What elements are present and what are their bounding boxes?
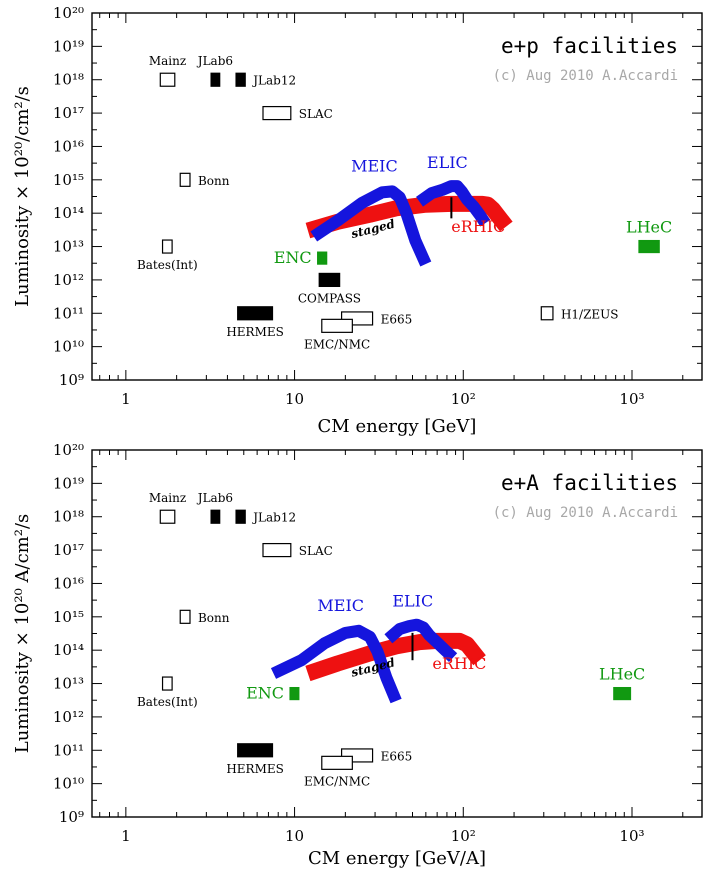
x-tick-label: 1 [121, 827, 131, 845]
bonn-label: Bonn [198, 174, 230, 188]
jlab12-box [235, 509, 246, 524]
elic-curve [384, 618, 458, 663]
ep-facilities-panel: 1 10 10² 10³ 10⁹ 10¹⁰ 10¹¹ 10¹² 10¹³ 10¹⁴ 10¹⁵ 10¹⁶… [12, 4, 703, 437]
slac-label: SLAC [299, 544, 333, 558]
y-tick-label: 10¹⁴ [53, 641, 84, 659]
y-tick-label: 10¹⁵ [53, 608, 84, 626]
bonn-box [179, 609, 191, 624]
y-tick-label: 10²⁰ [53, 441, 84, 459]
compass-box [318, 272, 341, 288]
enc-label: ENC [246, 684, 284, 703]
y-tick-label: 10¹¹ [53, 304, 84, 322]
y-tick-label: 10¹⁷ [53, 104, 84, 122]
enc-box [289, 686, 300, 701]
y-tick-label: 10¹⁷ [53, 541, 84, 559]
eA-facilities-panel: 1 10 10² 10³ 10⁹ 10¹⁰ 10¹¹ 10¹² 10¹³ 10¹⁴ 10¹⁵ 10¹⁶… [12, 441, 703, 869]
emc-nmc-label: EMC/NMC [304, 337, 370, 351]
y-tick-label: 10¹⁶ [53, 137, 84, 155]
y-tick-label: 10²⁰ [53, 4, 84, 22]
bates-box [161, 676, 173, 691]
mainz-box [159, 72, 176, 87]
emc-nmc-box [321, 755, 353, 770]
lhec-label: LHeC [626, 218, 672, 237]
bates-label: Bates(Int) [137, 695, 198, 709]
h1-zeus-box [540, 306, 554, 321]
slac-box [262, 105, 292, 121]
jlab6-label: JLab6 [196, 54, 233, 68]
meic-label: MEIC [351, 156, 398, 175]
y-tick-label: 10¹⁸ [53, 71, 84, 89]
chart-credit: (c) Aug 2010 A.Accardi [493, 68, 678, 84]
x-tick-label: 10 [285, 390, 304, 408]
y-tick-label: 10⁹ [59, 371, 84, 389]
meic-label: MEIC [317, 596, 364, 615]
y-tick-label: 10¹² [53, 708, 84, 726]
y-tick-label: 10¹⁸ [53, 508, 84, 526]
emc-nmc-label: EMC/NMC [304, 774, 370, 788]
hermes-box [237, 306, 274, 321]
y-axis-label: Luminosity × 10²⁰ A/cm²/s [12, 514, 33, 754]
bates-box [161, 239, 173, 254]
compass-label: COMPASS [298, 291, 361, 305]
e665-label: E665 [381, 749, 413, 763]
mainz-label: Mainz [149, 491, 186, 505]
erhic-label: eRHIC [451, 217, 505, 236]
jlab12-label: JLab12 [251, 511, 296, 525]
y-tick-label: 10¹⁹ [53, 474, 84, 492]
jlab6-box [210, 509, 221, 524]
chart-title: e+p facilities [501, 34, 678, 58]
elic-label: ELIC [427, 153, 468, 172]
x-tick-label: 10² [451, 827, 476, 845]
bonn-box [179, 172, 191, 187]
y-tick-label: 10¹⁰ [53, 775, 84, 793]
e665-label: E665 [381, 312, 413, 326]
y-tick-label: 10¹³ [53, 675, 84, 693]
y-tick-label: 10¹² [53, 271, 84, 289]
hermes-label: HERMES [226, 762, 284, 776]
y-axis-label: Luminosity × 10²⁰/cm²/s [12, 86, 33, 307]
x-tick-label: 1 [121, 390, 131, 408]
elic-curve [416, 180, 491, 227]
x-axis-label: CM energy [GeV/A] [308, 848, 486, 869]
y-tick-label: 10⁹ [59, 808, 84, 826]
meic-curve [310, 185, 432, 267]
slac-label: SLAC [299, 107, 333, 121]
jlab12-box [235, 72, 246, 87]
h1-zeus-label: H1/ZEUS [561, 307, 619, 321]
y-tick-label: 10¹⁰ [53, 338, 84, 356]
chart-credit: (c) Aug 2010 A.Accardi [493, 505, 678, 521]
mainz-label: Mainz [149, 54, 186, 68]
x-tick-label: 10³ [619, 827, 644, 845]
y-tick-label: 10¹⁹ [53, 37, 84, 55]
x-tick-label: 10² [451, 390, 476, 408]
enc-box [317, 251, 328, 265]
emc-nmc-box [321, 318, 353, 333]
y-tick-label: 10¹¹ [53, 741, 84, 759]
enc-label: ENC [274, 248, 312, 267]
x-tick-label: 10³ [619, 390, 644, 408]
y-tick-label: 10¹⁴ [53, 204, 84, 222]
y-tick-label: 10¹⁶ [53, 574, 84, 592]
jlab6-box [210, 72, 221, 87]
hermes-box [237, 743, 274, 758]
slac-box [262, 542, 292, 558]
elic-label: ELIC [392, 592, 433, 611]
hermes-label: HERMES [226, 325, 284, 339]
bates-label: Bates(Int) [137, 258, 198, 272]
x-axis-label: CM energy [GeV] [318, 416, 477, 437]
y-tick-label: 10¹⁵ [53, 171, 84, 189]
mainz-box [159, 509, 176, 524]
y-tick-label: 10¹³ [53, 238, 84, 256]
meic-curve [270, 624, 402, 704]
lhec-box [613, 686, 632, 701]
bonn-label: Bonn [198, 611, 230, 625]
lhec-box [638, 239, 660, 254]
x-tick-label: 10 [285, 827, 304, 845]
lhec-label: LHeC [599, 665, 645, 684]
erhic-label: eRHIC [432, 654, 486, 673]
chart-title: e+A facilities [501, 471, 678, 495]
jlab12-label: JLab12 [251, 74, 296, 88]
jlab6-label: JLab6 [196, 491, 233, 505]
